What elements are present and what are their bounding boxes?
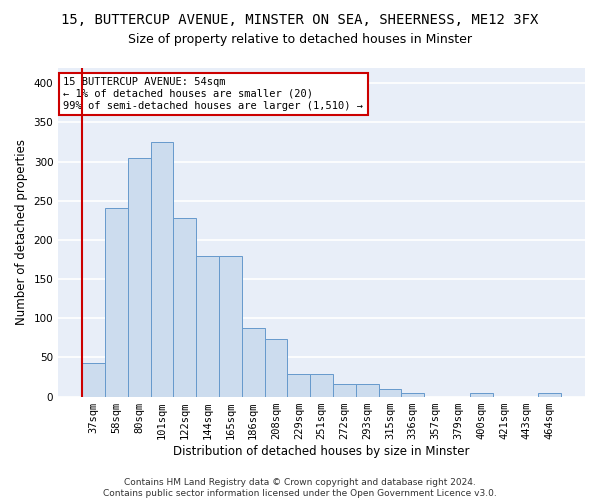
Bar xyxy=(287,374,310,396)
Bar xyxy=(379,388,401,396)
Bar xyxy=(538,394,561,396)
Bar xyxy=(265,340,287,396)
Bar xyxy=(128,158,151,396)
Bar xyxy=(470,394,493,396)
Bar xyxy=(356,384,379,396)
Text: Size of property relative to detached houses in Minster: Size of property relative to detached ho… xyxy=(128,32,472,46)
Bar xyxy=(105,208,128,396)
Bar xyxy=(196,256,219,396)
Bar xyxy=(173,218,196,396)
Text: 15, BUTTERCUP AVENUE, MINSTER ON SEA, SHEERNESS, ME12 3FX: 15, BUTTERCUP AVENUE, MINSTER ON SEA, SH… xyxy=(61,12,539,26)
X-axis label: Distribution of detached houses by size in Minster: Distribution of detached houses by size … xyxy=(173,444,470,458)
Bar xyxy=(242,328,265,396)
Bar xyxy=(310,374,333,396)
Bar xyxy=(401,394,424,396)
Bar xyxy=(151,142,173,397)
Bar xyxy=(219,256,242,396)
Y-axis label: Number of detached properties: Number of detached properties xyxy=(15,139,28,325)
Text: 15 BUTTERCUP AVENUE: 54sqm
← 1% of detached houses are smaller (20)
99% of semi-: 15 BUTTERCUP AVENUE: 54sqm ← 1% of detac… xyxy=(64,78,364,110)
Text: Contains HM Land Registry data © Crown copyright and database right 2024.
Contai: Contains HM Land Registry data © Crown c… xyxy=(103,478,497,498)
Bar xyxy=(333,384,356,396)
Bar xyxy=(82,363,105,396)
